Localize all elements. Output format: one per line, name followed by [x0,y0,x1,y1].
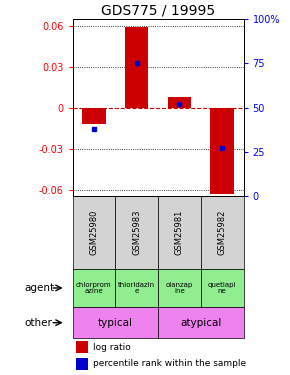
Bar [201,268,244,308]
Text: olanzap
ine: olanzap ine [166,282,193,294]
Bar [82,108,106,124]
Text: GSM25982: GSM25982 [218,210,227,255]
Bar [72,308,158,338]
Title: GDS775 / 19995: GDS775 / 19995 [101,4,215,18]
Bar [72,196,115,268]
Bar [168,97,191,108]
Bar [115,268,158,308]
Text: log ratio: log ratio [93,343,131,352]
Text: other: other [25,318,52,328]
Bar [125,27,148,108]
Text: GSM25980: GSM25980 [89,210,98,255]
Bar [115,196,158,268]
Text: atypical: atypical [180,318,222,328]
Bar [201,196,244,268]
Bar [76,341,88,353]
Text: agent: agent [25,283,55,293]
Text: percentile rank within the sample: percentile rank within the sample [93,359,246,368]
Bar [72,268,115,308]
Text: GSM25981: GSM25981 [175,210,184,255]
Text: quetiapi
ne: quetiapi ne [208,282,236,294]
Bar [211,108,234,194]
Bar [76,358,88,370]
Text: chlorprom
azine: chlorprom azine [76,282,112,294]
Bar [158,268,201,308]
Text: typical: typical [98,318,133,328]
Bar [158,308,244,338]
Bar [158,196,201,268]
Text: thioridazin
e: thioridazin e [118,282,155,294]
Text: GSM25983: GSM25983 [132,210,141,255]
